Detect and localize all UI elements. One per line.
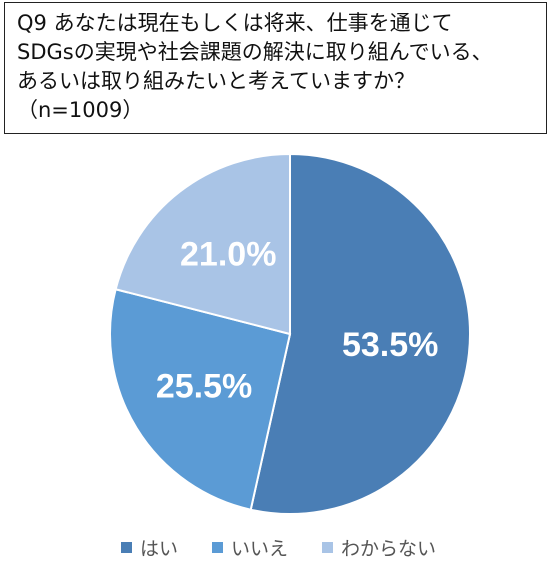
legend-item-yes: はい <box>120 534 178 561</box>
legend-swatch-no <box>211 542 223 553</box>
chart-legend: はい いいえ わからない <box>0 534 557 561</box>
legend-label-no: いいえ <box>230 538 288 560</box>
legend-item-unknown: わからない <box>322 534 436 561</box>
chart-title: Q9 あなたは現在もしくは将来、仕事を通じて SDGsの実現や社会課題の解決に取… <box>17 11 493 122</box>
pie-slices <box>109 152 471 515</box>
legend-label-unknown: わからない <box>341 538 437 560</box>
legend-item-no: いいえ <box>211 534 288 561</box>
pie-slice-no <box>109 288 292 511</box>
data-label-yes: 53.5% <box>342 326 438 364</box>
data-label-unknown: 21.0% <box>180 235 276 273</box>
pie-slice-yes <box>249 152 471 515</box>
title-box: Q9 あなたは現在もしくは将来、仕事を通じて SDGsの実現や社会課題の解決に取… <box>4 2 547 134</box>
pie-slice-unknown <box>114 152 291 336</box>
legend-swatch-yes <box>120 542 132 553</box>
legend-label-yes: はい <box>139 538 178 560</box>
pie-data-labels: 53.5% 25.5% 21.0% <box>156 235 439 405</box>
legend-swatch-unknown <box>322 542 333 553</box>
data-label-no: 25.5% <box>156 368 252 406</box>
